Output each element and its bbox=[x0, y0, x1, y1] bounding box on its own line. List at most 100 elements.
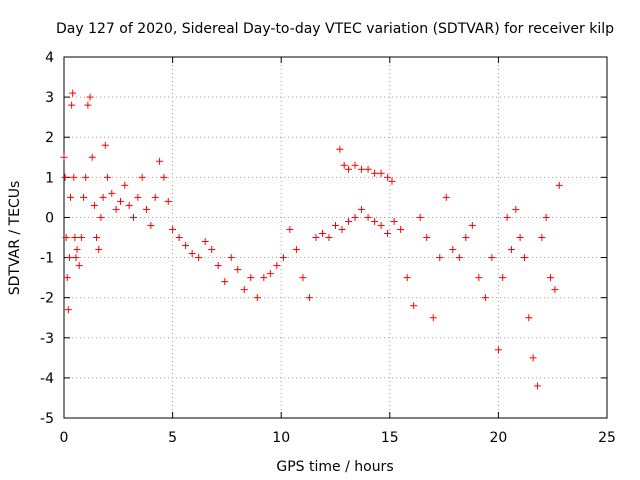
data-point bbox=[338, 225, 346, 233]
data-point bbox=[175, 234, 183, 241]
data-point bbox=[99, 193, 107, 201]
data-point bbox=[410, 302, 418, 310]
data-point bbox=[475, 274, 483, 282]
data-point bbox=[72, 254, 80, 262]
data-point bbox=[188, 250, 196, 258]
data-point bbox=[332, 221, 339, 229]
data-point bbox=[147, 221, 155, 229]
grid bbox=[64, 57, 607, 418]
y-tick-label: 0 bbox=[45, 210, 54, 226]
data-point bbox=[551, 286, 559, 294]
data-point bbox=[292, 246, 300, 254]
data-point bbox=[507, 246, 515, 254]
data-point bbox=[77, 234, 85, 241]
x-axis-label: GPS time / hours bbox=[276, 459, 393, 475]
data-point bbox=[455, 254, 463, 262]
data-point bbox=[75, 262, 83, 270]
data-point bbox=[108, 189, 116, 197]
data-point bbox=[68, 101, 76, 109]
y-tick-label: -1 bbox=[40, 251, 54, 267]
data-point bbox=[64, 306, 72, 314]
y-tick-label: 4 bbox=[45, 50, 54, 66]
y-tick-label: -2 bbox=[40, 291, 54, 307]
data-point bbox=[462, 234, 470, 241]
data-point bbox=[84, 101, 92, 109]
data-point bbox=[516, 234, 524, 241]
data-point bbox=[388, 177, 396, 185]
data-point bbox=[403, 274, 411, 282]
data-point bbox=[345, 217, 353, 225]
data-point bbox=[260, 274, 268, 282]
data-point bbox=[442, 193, 450, 201]
data-point bbox=[351, 161, 359, 169]
data-point bbox=[61, 173, 69, 181]
data-point bbox=[214, 262, 222, 270]
data-point bbox=[299, 274, 307, 282]
y-tick-label: 2 bbox=[45, 130, 54, 146]
data-point bbox=[97, 213, 105, 221]
y-tick-label: -5 bbox=[40, 411, 54, 427]
data-point bbox=[555, 181, 563, 189]
x-tick-label: 15 bbox=[381, 430, 399, 446]
data-point bbox=[542, 213, 550, 221]
y-tick-label: -3 bbox=[40, 331, 54, 347]
data-point bbox=[529, 354, 537, 362]
data-point bbox=[69, 89, 77, 97]
data-point bbox=[93, 234, 101, 241]
data-point bbox=[305, 294, 313, 302]
data-point bbox=[520, 254, 528, 262]
data-point bbox=[358, 165, 366, 173]
data-point bbox=[336, 145, 344, 153]
data-point bbox=[151, 193, 159, 201]
data-point bbox=[525, 314, 533, 322]
data-point bbox=[103, 173, 111, 181]
data-point bbox=[112, 205, 120, 213]
chart-title: Day 127 of 2020, Sidereal Day-to-day VTE… bbox=[56, 21, 614, 37]
data-point bbox=[121, 181, 129, 189]
data-point bbox=[436, 254, 444, 262]
data-point bbox=[101, 141, 109, 149]
data-point bbox=[384, 229, 392, 237]
tick-labels: 0 5 10 15 20 25 -5 -4 -3 -2 -1 0 1 2 3 4 bbox=[40, 50, 616, 446]
data-point bbox=[481, 294, 489, 302]
data-point bbox=[512, 205, 520, 213]
x-tick-label: 5 bbox=[168, 430, 177, 446]
data-point bbox=[503, 213, 511, 221]
data-point bbox=[195, 254, 203, 262]
data-point bbox=[62, 234, 70, 241]
data-point bbox=[286, 225, 294, 233]
data-point bbox=[247, 274, 255, 282]
data-point bbox=[86, 93, 94, 101]
data-point bbox=[364, 165, 372, 173]
data-point bbox=[340, 161, 348, 169]
data-point bbox=[240, 286, 248, 294]
data-point bbox=[499, 274, 507, 282]
data-point bbox=[416, 213, 424, 221]
data-point bbox=[169, 225, 177, 233]
data-point bbox=[164, 197, 172, 205]
data-point bbox=[325, 234, 333, 241]
data-point bbox=[182, 242, 190, 250]
data-point bbox=[125, 201, 133, 209]
data-point bbox=[345, 165, 353, 173]
data-point bbox=[397, 225, 405, 233]
data-point bbox=[60, 153, 68, 161]
data-point bbox=[423, 234, 431, 241]
data-point bbox=[63, 274, 71, 282]
data-point bbox=[318, 229, 326, 237]
data-point bbox=[67, 193, 75, 201]
data-point bbox=[351, 213, 359, 221]
data-point bbox=[266, 270, 274, 278]
data-point bbox=[449, 246, 457, 254]
x-tick-label: 0 bbox=[60, 430, 69, 446]
data-point bbox=[253, 294, 261, 302]
y-tick-label: 1 bbox=[45, 170, 54, 186]
data-point bbox=[130, 213, 138, 221]
data-point bbox=[80, 193, 88, 201]
data-point bbox=[221, 278, 229, 286]
data-point bbox=[234, 266, 242, 274]
data-point bbox=[160, 173, 168, 181]
data-point bbox=[384, 173, 392, 181]
data-point bbox=[65, 254, 73, 262]
